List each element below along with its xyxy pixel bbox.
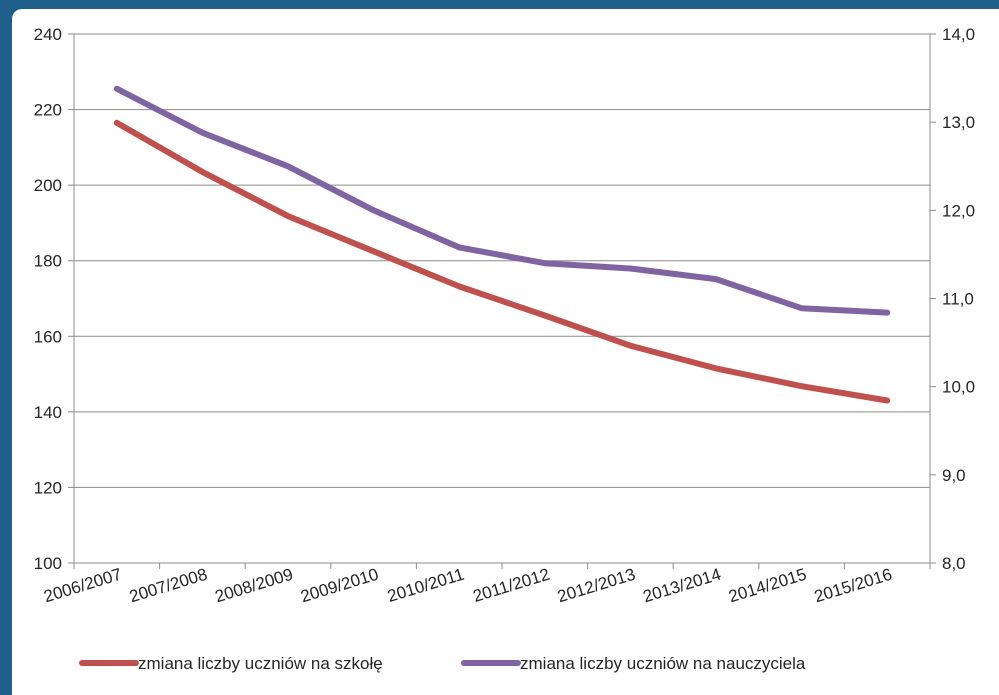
right-tick-label: 8,0 bbox=[942, 554, 966, 573]
left-tick-label: 220 bbox=[34, 101, 62, 120]
left-tick-label: 180 bbox=[34, 252, 62, 271]
right-tick-label: 11,0 bbox=[942, 290, 974, 309]
legend: zmiana liczby uczniów na szkołę zmiana li… bbox=[79, 654, 806, 673]
right-tick-label: 13,0 bbox=[942, 113, 975, 132]
right-tick-label: 14,0 bbox=[942, 25, 975, 44]
x-tick-label: 2010/2011 bbox=[385, 565, 466, 606]
right-axis-ticks: 8,0 9,0 10,0 11,0 12,0 13,0 14,0 bbox=[930, 25, 975, 573]
x-tick-label: 2014/2015 bbox=[726, 565, 808, 607]
series-layer bbox=[113, 85, 891, 404]
x-tick-label: 2009/2010 bbox=[298, 565, 380, 607]
x-axis-ticks: 2006/2007 2007/2008 2008/2009 2009/2010 2010… bbox=[42, 563, 931, 607]
right-tick-label: 12,0 bbox=[942, 201, 975, 220]
gridlines bbox=[74, 33, 930, 488]
left-tick-label: 200 bbox=[34, 176, 62, 195]
x-tick-label: 2013/2014 bbox=[641, 565, 723, 607]
x-tick-label: 2012/2013 bbox=[555, 565, 637, 607]
legend-label-2: zmiana liczby uczniów na nauczyciela bbox=[520, 654, 806, 673]
x-tick-label: 2015/2016 bbox=[812, 565, 894, 607]
series-line-2 bbox=[113, 85, 891, 316]
left-tick-label: 160 bbox=[34, 327, 62, 346]
left-tick-label: 120 bbox=[34, 478, 62, 497]
left-axis-ticks: 100 120 140 160 180 200 220 240 bbox=[34, 25, 74, 573]
x-tick-label: 2007/2008 bbox=[127, 565, 209, 607]
left-tick-label: 240 bbox=[34, 25, 62, 44]
series-line-1 bbox=[113, 119, 891, 404]
x-tick-label: 2008/2009 bbox=[213, 565, 295, 607]
right-tick-label: 10,0 bbox=[942, 378, 975, 397]
right-tick-label: 9,0 bbox=[942, 466, 966, 485]
left-tick-label: 140 bbox=[34, 403, 62, 422]
left-tick-label: 100 bbox=[34, 554, 62, 573]
chart-frame: 100 120 140 160 180 200 220 240 8,0 9,0 10,0 11,0 1… bbox=[12, 9, 999, 695]
legend-label-1: zmiana liczby uczniów na szkołę bbox=[138, 654, 383, 673]
line-chart: 100 120 140 160 180 200 220 240 8,0 9,0 10,0 11,0 1… bbox=[34, 25, 975, 673]
x-tick-label: 2011/2012 bbox=[471, 565, 552, 606]
